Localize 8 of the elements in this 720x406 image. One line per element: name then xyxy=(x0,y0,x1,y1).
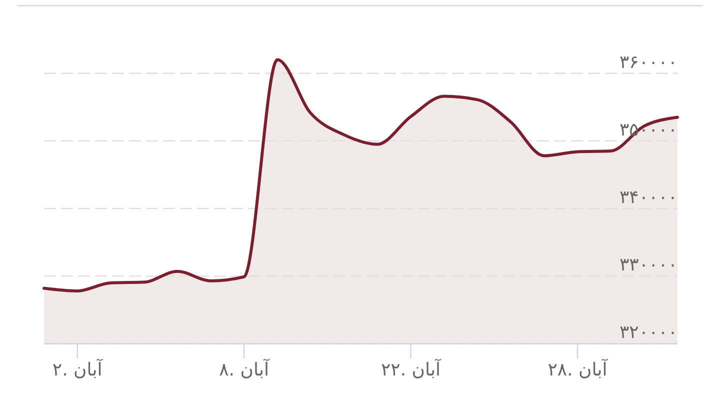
x-tick-label: ۲۸. آبان xyxy=(548,358,608,381)
x-tick-label: ۸. آبان xyxy=(219,358,270,381)
x-tick-label: ۲. آبان xyxy=(52,358,104,381)
y-tick-label: ۳۶۰۰۰۰ xyxy=(619,52,678,73)
y-tick-label: ۳۴۰۰۰۰ xyxy=(619,187,678,208)
y-tick-label: ۳۳۰۰۰۰ xyxy=(619,254,678,276)
x-tick-label: ۲۲. آبان xyxy=(381,358,442,381)
y-tick-label: ۳۲۰۰۰۰ xyxy=(619,322,678,344)
